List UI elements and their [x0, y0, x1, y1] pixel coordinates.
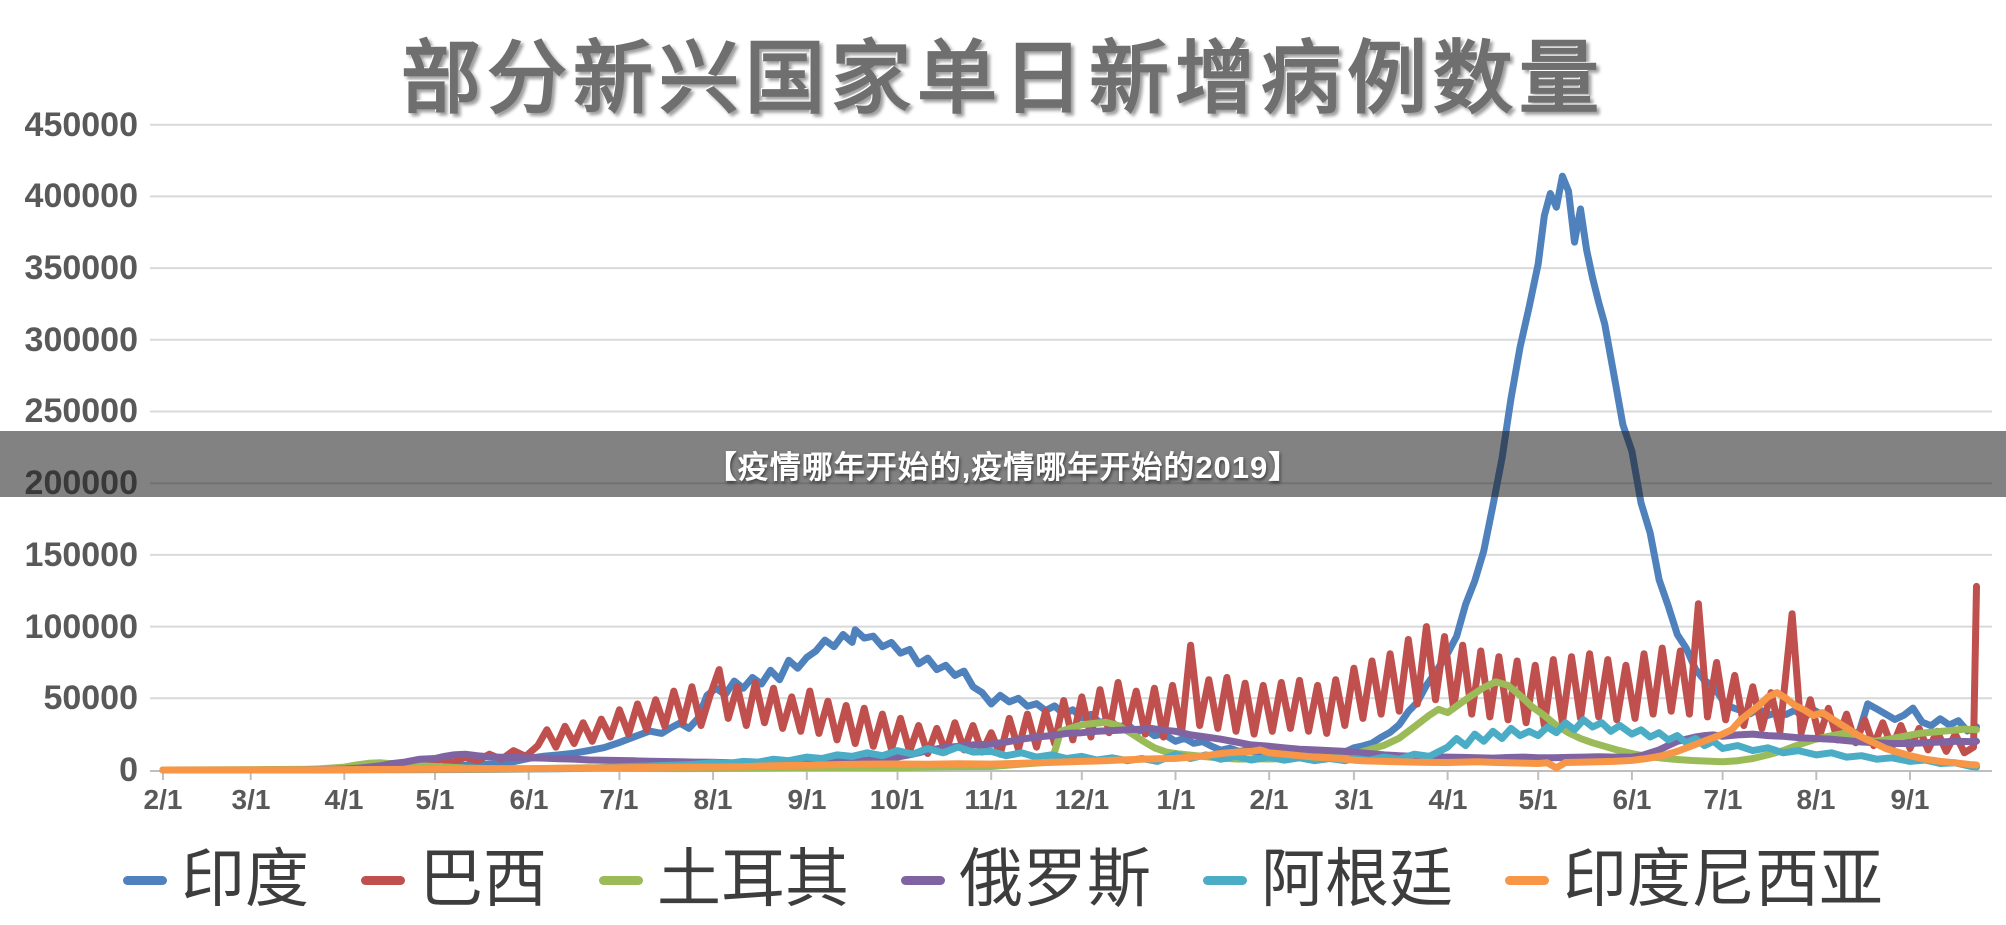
x-axis-tick-label: 6/1	[1612, 784, 1652, 815]
y-axis-tick-label: 350000	[24, 249, 138, 287]
x-axis-tick-label: 7/1	[1703, 784, 1743, 815]
y-axis-tick-label: 0	[119, 751, 138, 789]
y-axis-tick-label: 100000	[24, 608, 138, 646]
y-axis-tick-label: 300000	[24, 321, 138, 359]
x-axis-tick-label: 10/1	[869, 784, 925, 815]
x-axis-tick-label: 12/1	[1054, 784, 1110, 815]
legend-color-swatch	[1505, 875, 1549, 885]
legend-item-argentina: 阿根廷	[1203, 848, 1453, 912]
legend-color-swatch	[599, 875, 643, 885]
legend-item-indonesia: 印度尼西亚	[1505, 848, 1883, 912]
x-axis-tick-label: 5/1	[1518, 784, 1558, 815]
x-axis-tick-label: 2/1	[1249, 784, 1289, 815]
x-axis-tick-label: 11/1	[964, 784, 1018, 815]
y-axis-tick-label: 450000	[24, 106, 138, 144]
legend-label: 印度	[181, 844, 309, 915]
x-axis-tick-label: 9/1	[1890, 784, 1930, 815]
legend-label: 土耳其	[657, 844, 849, 915]
x-axis-tick-label: 8/1	[693, 784, 733, 815]
x-axis-tick-label: 1/1	[1156, 784, 1196, 815]
legend-item-brazil: 巴西	[361, 848, 547, 912]
legend-color-swatch	[361, 875, 405, 885]
legend-item-russia: 俄罗斯	[901, 848, 1151, 912]
y-axis-tick-label: 250000	[24, 392, 138, 430]
y-axis-tick-label: 150000	[24, 536, 138, 574]
legend-item-india: 印度	[123, 848, 309, 912]
legend-label: 阿根廷	[1261, 844, 1453, 915]
y-axis-tick-label: 400000	[24, 177, 138, 215]
legend-item-turkey: 土耳其	[599, 848, 849, 912]
x-axis-tick-label: 4/1	[1428, 784, 1468, 815]
x-axis-tick-label: 6/1	[509, 784, 549, 815]
y-axis-tick-label: 50000	[43, 679, 138, 717]
overlay-banner-text: 【疫情哪年开始的,疫情哪年开始的2019】	[705, 449, 1301, 485]
legend-label: 巴西	[419, 844, 547, 915]
series-line-indonesia	[159, 689, 1980, 774]
x-axis-tick-label: 2/1	[143, 784, 183, 815]
x-axis-tick-label: 7/1	[599, 784, 639, 815]
series-line-brazil	[280, 582, 1980, 774]
x-axis-tick-label: 3/1	[1334, 784, 1374, 815]
x-axis-tick-label: 4/1	[324, 784, 364, 815]
chart-legend: 印度 巴西 土耳其 俄罗斯 阿根廷 印度尼西亚	[0, 838, 2006, 922]
x-axis-tick-label: 9/1	[787, 784, 827, 815]
x-axis-tick-label: 8/1	[1796, 784, 1836, 815]
overlay-banner: 【疫情哪年开始的,疫情哪年开始的2019】	[0, 431, 2006, 497]
legend-color-swatch	[901, 875, 945, 885]
chart-title: 部分新兴国家单日新增病例数量	[401, 34, 1605, 123]
x-axis-tick-label: 3/1	[231, 784, 271, 815]
x-axis-tick-label: 5/1	[415, 784, 455, 815]
legend-label: 俄罗斯	[959, 844, 1151, 915]
legend-label: 印度尼西亚	[1563, 844, 1883, 915]
legend-color-swatch	[123, 875, 167, 885]
legend-color-swatch	[1203, 875, 1247, 885]
